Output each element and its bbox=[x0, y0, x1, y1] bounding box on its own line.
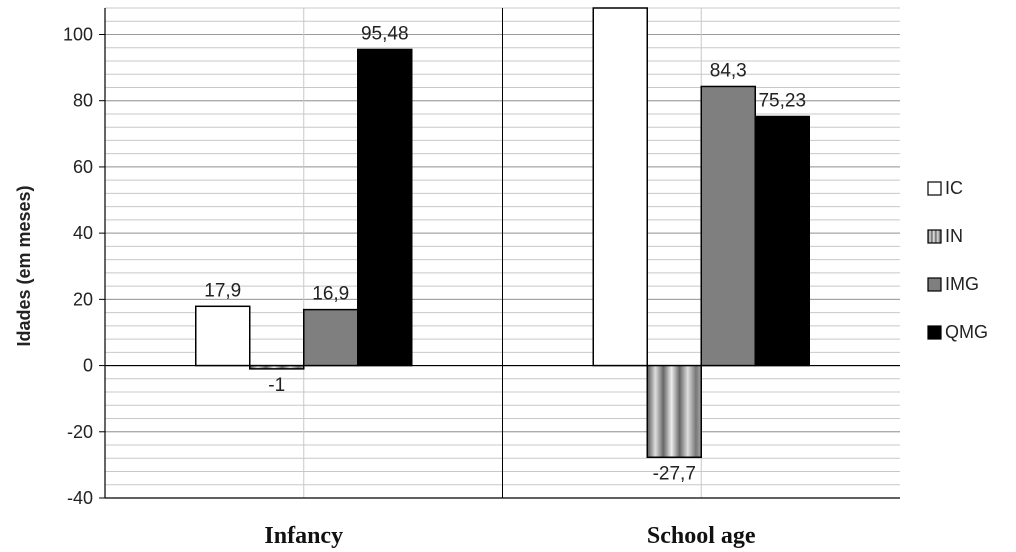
legend-label-in: IN bbox=[945, 226, 963, 246]
bar-ic bbox=[592, 7, 648, 367]
legend-label-img: IMG bbox=[945, 274, 979, 294]
bar-qmg bbox=[754, 115, 810, 367]
axes: -40 -20 0 20 40 60 80 100 Infancy School age bbox=[63, 8, 900, 549]
data-label: 16,9 bbox=[312, 284, 349, 305]
data-labels: 17,9 -1 -27,7 16,9 84,3 95,48 75,23 bbox=[204, 23, 806, 484]
data-label: -27,7 bbox=[653, 463, 696, 484]
x-category-label: Infancy bbox=[264, 523, 343, 549]
x-category-label: School age bbox=[647, 523, 756, 549]
bar-img bbox=[700, 85, 756, 367]
legend: IC IN IMG QMG bbox=[927, 178, 988, 342]
legend-swatch-qmg bbox=[927, 325, 942, 340]
data-label: 75,23 bbox=[758, 90, 806, 111]
y-tick-label: 100 bbox=[63, 24, 93, 44]
y-tick-label: -40 bbox=[67, 488, 93, 508]
legend-swatch-ic bbox=[927, 181, 942, 196]
bar-qmg bbox=[357, 48, 413, 367]
bar-in bbox=[646, 364, 702, 459]
y-tick-label: 40 bbox=[73, 223, 93, 243]
legend-label-ic: IC bbox=[945, 178, 963, 198]
legend-swatch-in bbox=[927, 229, 942, 244]
bar-img bbox=[303, 308, 359, 367]
legend-label-qmg: QMG bbox=[945, 322, 988, 342]
y-axis-label: Idades (em meses) bbox=[14, 185, 34, 346]
y-tick-label: -20 bbox=[67, 422, 93, 442]
data-label: 17,9 bbox=[204, 280, 241, 301]
y-tick-label: 20 bbox=[73, 289, 93, 309]
legend-swatch-img bbox=[927, 277, 942, 292]
y-tick-label: 0 bbox=[83, 356, 93, 376]
bars bbox=[195, 7, 810, 459]
bar-in bbox=[249, 364, 305, 370]
data-label: 84,3 bbox=[710, 60, 747, 81]
y-tick-label: 60 bbox=[73, 157, 93, 177]
data-label: -1 bbox=[268, 375, 285, 396]
y-tick-label: 80 bbox=[73, 91, 93, 111]
bar-ic bbox=[195, 305, 251, 367]
data-label: 95,48 bbox=[361, 23, 409, 44]
